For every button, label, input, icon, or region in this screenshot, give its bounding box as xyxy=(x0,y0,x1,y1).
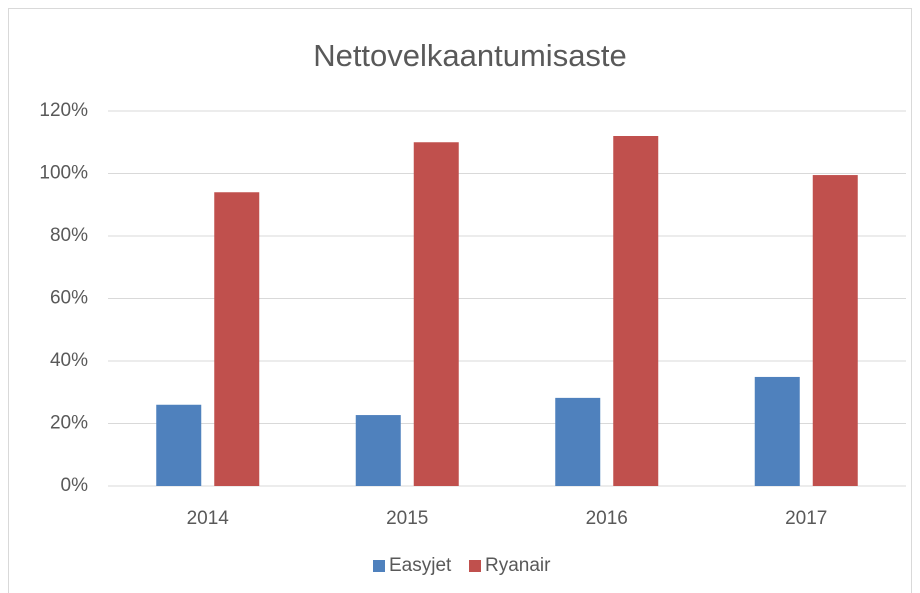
bar xyxy=(156,404,202,486)
bar xyxy=(555,397,601,486)
bar xyxy=(613,136,659,486)
y-tick-label: 20% xyxy=(50,413,88,434)
chart-border xyxy=(8,8,912,593)
legend-swatch xyxy=(469,560,481,572)
legend-label: Ryanair xyxy=(485,555,551,576)
bar xyxy=(355,415,401,486)
x-tick-label: 2015 xyxy=(386,508,428,529)
y-tick-label: 100% xyxy=(39,163,88,184)
x-tick-label: 2017 xyxy=(785,508,827,529)
y-tick-label: 40% xyxy=(50,350,88,371)
x-tick-label: 2016 xyxy=(586,508,628,529)
bar xyxy=(754,376,800,486)
bar xyxy=(214,192,260,486)
x-tick-label: 2014 xyxy=(187,508,230,529)
chart-title: Nettovelkaantumisaste xyxy=(313,38,627,73)
y-tick-label: 0% xyxy=(61,475,89,496)
bar xyxy=(812,175,858,486)
y-tick-label: 60% xyxy=(50,288,88,309)
legend-swatch xyxy=(373,560,385,572)
y-tick-label: 80% xyxy=(50,225,88,246)
bar xyxy=(413,142,459,486)
y-tick-label: 120% xyxy=(39,100,88,121)
legend-label: Easyjet xyxy=(389,555,452,576)
